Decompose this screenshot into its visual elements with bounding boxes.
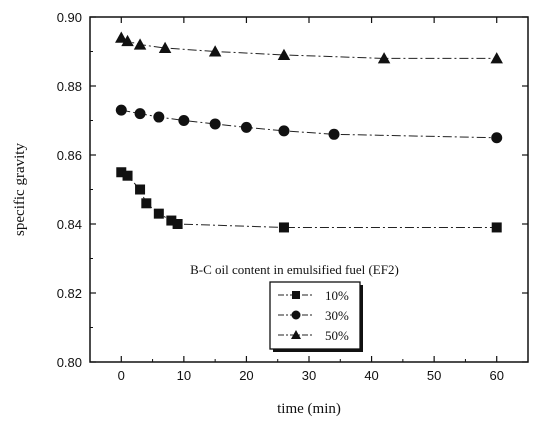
x-tick-label: 50 xyxy=(427,368,441,383)
data-point-square xyxy=(141,198,152,209)
data-point-circle xyxy=(240,121,252,133)
chart-annotation: B-C oil content in emulsified fuel (EF2) xyxy=(190,262,399,277)
data-point-circle xyxy=(153,111,165,123)
data-point-square xyxy=(153,208,164,219)
y-axis-title: specific gravity xyxy=(12,143,28,236)
series-line xyxy=(121,109,497,139)
data-point-square xyxy=(135,184,146,195)
data-point-circle xyxy=(328,128,340,140)
data-point-square xyxy=(122,170,133,181)
series-2 xyxy=(115,104,503,144)
data-point-triangle xyxy=(277,48,291,60)
y-tick-label: 0.82 xyxy=(57,286,82,301)
plot-area xyxy=(115,31,503,233)
data-point-triangle xyxy=(158,41,172,54)
x-tick-label: 10 xyxy=(177,368,191,383)
data-point-square xyxy=(116,167,127,178)
data-point-triangle xyxy=(133,38,147,50)
series-line xyxy=(121,37,497,59)
data-point-triangle xyxy=(291,330,301,339)
data-point-square xyxy=(292,291,300,299)
y-tick-label: 0.84 xyxy=(57,217,82,232)
data-point-circle xyxy=(115,104,127,116)
legend-box xyxy=(269,281,361,350)
data-point-square xyxy=(491,222,502,233)
series-1 xyxy=(116,167,502,233)
y-tick-label: 0.86 xyxy=(57,148,82,163)
x-tick-label: 20 xyxy=(239,368,253,383)
data-point-triangle xyxy=(121,34,134,47)
y-tick-label: 0.80 xyxy=(57,355,82,370)
data-point-square xyxy=(278,222,289,233)
legend-label: 50% xyxy=(325,328,349,343)
data-point-triangle xyxy=(490,52,503,64)
data-point-circle xyxy=(178,115,190,126)
data-point-circle xyxy=(491,132,503,144)
series-3 xyxy=(115,31,503,64)
x-tick-label: 60 xyxy=(489,368,503,383)
x-tick-label: 30 xyxy=(302,368,316,383)
data-point-circle xyxy=(209,118,221,130)
data-point-circle xyxy=(278,125,290,137)
axes: 0 10 20 30 40 50 60 0.80 0.82 0.84 0.86 0.88 0.90 xyxy=(57,10,529,383)
legend: 10% 30% 50% xyxy=(269,281,363,352)
data-point-square xyxy=(166,215,177,226)
x-tick-label: 0 xyxy=(118,368,125,383)
data-point-circle xyxy=(291,310,301,320)
x-tick-label: 40 xyxy=(364,368,378,383)
data-point-triangle xyxy=(208,45,222,57)
data-point-triangle xyxy=(115,31,128,43)
data-point-square xyxy=(172,219,183,229)
data-point-triangle xyxy=(377,52,391,64)
data-point-circle xyxy=(134,108,146,120)
legend-label: 10% xyxy=(325,288,349,303)
x-axis-title: time (min) xyxy=(277,401,341,417)
legend-label: 30% xyxy=(325,308,349,323)
y-tick-label: 0.90 xyxy=(57,10,82,25)
y-tick-label: 0.88 xyxy=(57,79,82,94)
